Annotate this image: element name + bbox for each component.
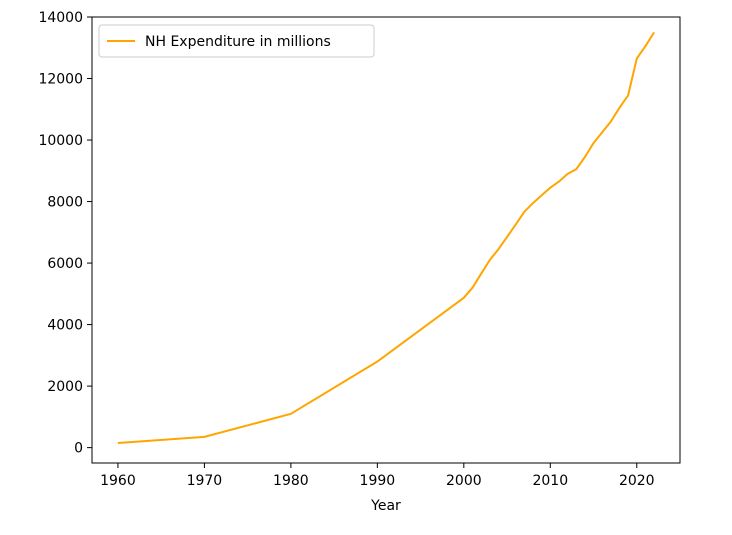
y-tick-label: 4000: [47, 318, 83, 334]
x-tick-label: 2010: [532, 473, 568, 489]
y-tick-label: 8000: [47, 195, 83, 211]
y-tick-label: 12000: [38, 72, 83, 88]
axes: 1960 1970 1980 1990 2000 2010 2020 0 2000 4000 600…: [38, 10, 654, 489]
x-tick-label: 1970: [187, 473, 223, 489]
y-tick-label: 0: [74, 441, 83, 457]
x-tick-label: 2020: [619, 473, 655, 489]
legend-label: NH Expenditure in millions: [145, 34, 331, 50]
series-line: [117, 31, 655, 444]
plot-area: [117, 31, 655, 444]
legend-box: [98, 24, 375, 58]
x-tick-label: 1990: [360, 473, 396, 489]
x-axis-title: Year: [370, 498, 401, 514]
y-tick-label: 6000: [47, 256, 83, 272]
x-tick-label: 1980: [273, 473, 309, 489]
x-tick-label: 1960: [100, 473, 136, 489]
legend: NH Expenditure in millions: [98, 24, 375, 58]
y-tick-label: 10000: [38, 133, 83, 149]
x-tick-label: 2000: [446, 473, 482, 489]
plot-frame: [91, 16, 681, 464]
y-tick-label: 2000: [47, 379, 83, 395]
y-tick-label: 14000: [38, 10, 83, 26]
